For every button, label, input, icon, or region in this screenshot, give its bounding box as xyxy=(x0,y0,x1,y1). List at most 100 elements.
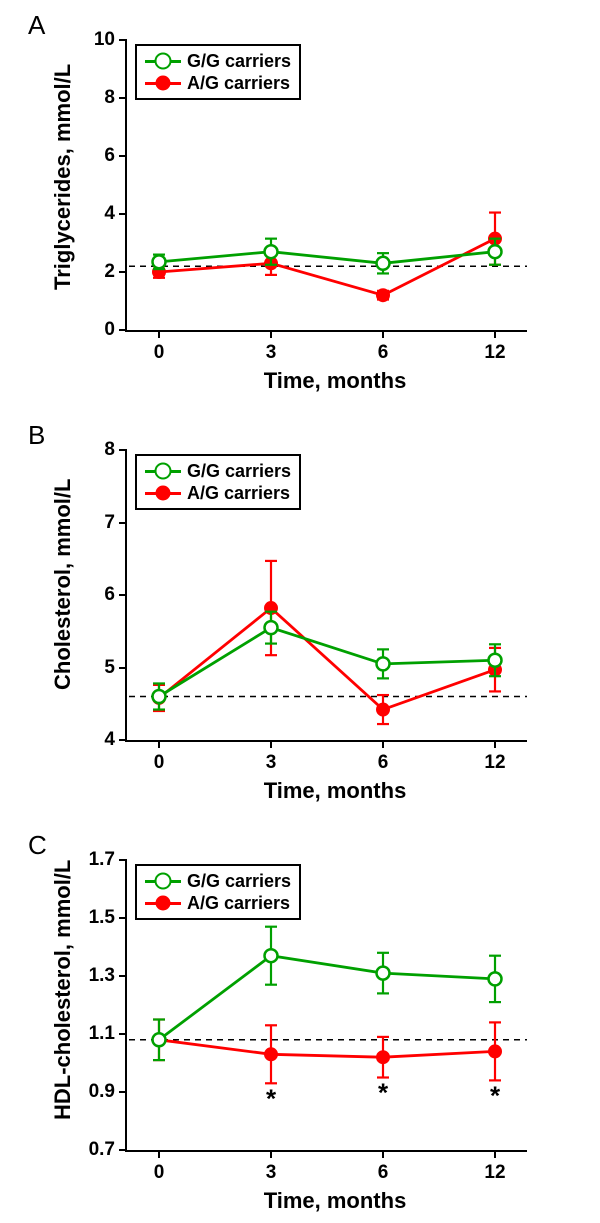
data-marker-gg xyxy=(377,257,390,270)
y-tick xyxy=(119,522,127,524)
legend-swatch xyxy=(145,461,181,481)
x-tick xyxy=(382,1150,384,1158)
y-tick-label: 5 xyxy=(104,657,115,679)
y-tick xyxy=(119,39,127,41)
data-marker-ag xyxy=(377,1051,390,1064)
legend-text: A/G carriers xyxy=(187,483,290,504)
y-tick-label: 4 xyxy=(104,729,115,751)
legend-text: G/G carriers xyxy=(187,461,291,482)
legend-row-ag: A/G carriers xyxy=(145,892,291,914)
y-tick-label: 1.3 xyxy=(89,965,115,987)
y-tick-label: 6 xyxy=(104,145,115,167)
y-tick xyxy=(119,97,127,99)
y-tick xyxy=(119,667,127,669)
y-tick xyxy=(119,1149,127,1151)
y-tick-label: 8 xyxy=(104,87,115,109)
x-tick xyxy=(158,740,160,748)
y-tick-label: 1.5 xyxy=(89,907,115,929)
x-tick xyxy=(494,740,496,748)
y-tick xyxy=(119,917,127,919)
significance-star: * xyxy=(378,1078,389,1108)
y-tick-label: 1.1 xyxy=(89,1023,115,1045)
y-tick xyxy=(119,859,127,861)
panel-label-B: B xyxy=(28,420,45,451)
series-line-gg xyxy=(159,252,495,264)
y-tick-label: 0.9 xyxy=(89,1081,115,1103)
data-marker-gg xyxy=(153,690,166,703)
y-tick xyxy=(119,594,127,596)
legend-marker-icon xyxy=(155,53,172,70)
legend-row-ag: A/G carriers xyxy=(145,72,291,94)
y-tick xyxy=(119,1033,127,1035)
y-tick xyxy=(119,739,127,741)
x-axis-label: Time, months xyxy=(255,778,415,804)
x-axis-label: Time, months xyxy=(255,368,415,394)
legend-row-gg: G/G carriers xyxy=(145,50,291,72)
legend-marker-icon xyxy=(156,76,171,91)
x-tick-label: 6 xyxy=(378,752,389,774)
x-tick xyxy=(494,1150,496,1158)
legend-row-gg: G/G carriers xyxy=(145,870,291,892)
legend: G/G carriersA/G carriers xyxy=(135,44,301,100)
x-tick-label: 12 xyxy=(484,342,505,364)
data-marker-ag xyxy=(489,1045,502,1058)
legend-marker-icon xyxy=(156,896,171,911)
significance-star: * xyxy=(266,1083,277,1113)
x-tick-label: 3 xyxy=(266,342,277,364)
legend-text: G/G carriers xyxy=(187,51,291,72)
data-marker-gg xyxy=(377,967,390,980)
legend-swatch xyxy=(145,483,181,503)
y-tick xyxy=(119,155,127,157)
legend-marker-icon xyxy=(155,873,172,890)
x-tick xyxy=(158,330,160,338)
y-tick-label: 4 xyxy=(104,203,115,225)
legend-swatch xyxy=(145,893,181,913)
data-marker-ag xyxy=(377,703,390,716)
x-tick-label: 6 xyxy=(378,1162,389,1184)
data-marker-gg xyxy=(489,972,502,985)
data-marker-gg xyxy=(377,657,390,670)
data-marker-ag xyxy=(265,1048,278,1061)
plot-area-A: 024681003612G/G carriersA/G carriers xyxy=(125,40,527,332)
y-tick-label: 10 xyxy=(94,29,115,51)
x-tick-label: 12 xyxy=(484,752,505,774)
x-tick-label: 3 xyxy=(266,1162,277,1184)
panel-label-A: A xyxy=(28,10,45,41)
legend-swatch xyxy=(145,871,181,891)
panel-label-C: C xyxy=(28,830,47,861)
x-tick xyxy=(382,330,384,338)
data-marker-gg xyxy=(489,245,502,258)
y-axis-label: HDL-cholesterol, mmol/L xyxy=(50,860,76,1120)
x-tick-label: 12 xyxy=(484,1162,505,1184)
x-tick xyxy=(270,330,272,338)
plot-area-B: 4567803612G/G carriersA/G carriers xyxy=(125,450,527,742)
data-marker-gg xyxy=(153,255,166,268)
legend: G/G carriersA/G carriers xyxy=(135,864,301,920)
x-tick-label: 0 xyxy=(154,1162,165,1184)
data-marker-gg xyxy=(265,245,278,258)
legend-text: A/G carriers xyxy=(187,893,290,914)
x-tick-label: 0 xyxy=(154,752,165,774)
data-marker-gg xyxy=(265,621,278,634)
x-tick-label: 0 xyxy=(154,342,165,364)
y-axis-label: Triglycerides, mmol/L xyxy=(50,64,76,290)
x-tick xyxy=(270,740,272,748)
y-axis-label: Cholesterol, mmol/L xyxy=(50,479,76,690)
y-tick-label: 0.7 xyxy=(89,1139,115,1161)
y-tick-label: 7 xyxy=(104,512,115,534)
legend-marker-icon xyxy=(155,463,172,480)
x-tick-label: 3 xyxy=(266,752,277,774)
y-tick xyxy=(119,271,127,273)
y-tick-label: 2 xyxy=(104,261,115,283)
y-tick xyxy=(119,449,127,451)
series-line-gg xyxy=(159,956,495,1040)
legend-marker-icon xyxy=(156,486,171,501)
x-axis-label: Time, months xyxy=(255,1188,415,1214)
legend-row-gg: G/G carriers xyxy=(145,460,291,482)
data-marker-gg xyxy=(265,949,278,962)
legend: G/G carriersA/G carriers xyxy=(135,454,301,510)
series-line-ag xyxy=(159,608,495,710)
y-tick-label: 0 xyxy=(104,319,115,341)
data-marker-gg xyxy=(489,654,502,667)
legend-swatch xyxy=(145,73,181,93)
